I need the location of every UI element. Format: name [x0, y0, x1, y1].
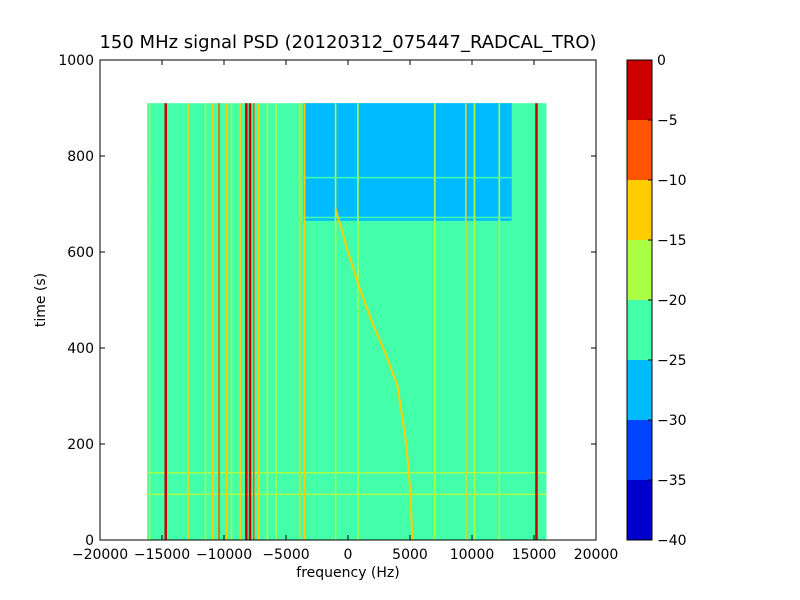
- colorbar: 0 −5 −10 −15 −20 −25 −30 −35 −40: [626, 53, 687, 549]
- colorbar-segment: [627, 480, 652, 540]
- x-tick-label: −10000: [196, 547, 252, 563]
- x-tick-label: −5000: [262, 547, 309, 563]
- colorbar-tick-label: −5: [657, 113, 678, 129]
- x-tick-label: 20000: [574, 547, 619, 563]
- x-tick-label: 10000: [450, 547, 495, 563]
- colorbar-segment: [627, 180, 652, 240]
- colorbar-tick-label: −40: [657, 533, 687, 549]
- colorbar-tick-label: −30: [657, 413, 687, 429]
- y-tick-label: 800: [67, 149, 94, 165]
- x-tick-label: −15000: [134, 547, 190, 563]
- colorbar-tick-label: −25: [657, 353, 687, 369]
- colorbar-segment: [627, 300, 652, 360]
- x-axis-label: frequency (Hz): [296, 565, 399, 581]
- psd-quiet-region: [303, 103, 512, 221]
- y-tick-label: 600: [67, 245, 94, 261]
- y-tick-label: 1000: [58, 53, 94, 69]
- colorbar-tick-label: −20: [657, 293, 687, 309]
- y-tick-label: 200: [67, 437, 94, 453]
- psd-drift-line: [334, 208, 414, 541]
- plot-area: [147, 103, 547, 541]
- x-tick-label: 0: [344, 547, 353, 563]
- colorbar-tick-label: −35: [657, 473, 687, 489]
- chart-title: 150 MHz signal PSD (20120312_075447_RADC…: [99, 32, 596, 53]
- x-tick-label: −20000: [72, 547, 128, 563]
- y-axis-label: time (s): [33, 273, 49, 327]
- y-tick-label: 0: [85, 533, 94, 549]
- colorbar-tick-label: 0: [657, 53, 666, 69]
- axes: −20000 −15000 −10000 −5000 0 5000 10000 15000 20…: [58, 53, 618, 563]
- x-tick-label: 15000: [512, 547, 557, 563]
- colorbar-tick-label: −15: [657, 233, 687, 249]
- colorbar-segment: [627, 120, 652, 180]
- y-tick-label: 400: [67, 341, 94, 357]
- colorbar-segment: [627, 420, 652, 480]
- colorbar-segment: [627, 360, 652, 420]
- colorbar-segment: [627, 60, 652, 120]
- x-tick-label: 5000: [392, 547, 428, 563]
- colorbar-tick-label: −10: [657, 173, 687, 189]
- colorbar-segment: [627, 240, 652, 300]
